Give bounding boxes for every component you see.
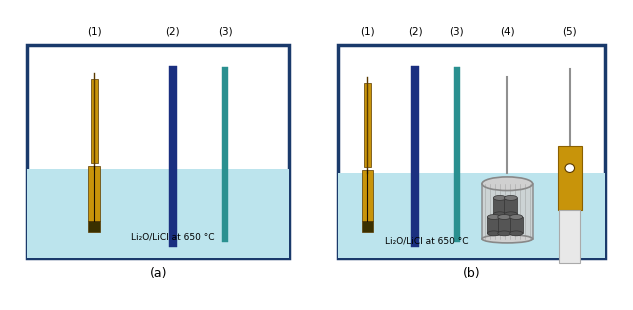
- Ellipse shape: [505, 212, 517, 217]
- Bar: [558, 145, 582, 210]
- Bar: [361, 170, 373, 221]
- Bar: [364, 83, 371, 167]
- Ellipse shape: [487, 215, 501, 219]
- Bar: [411, 66, 419, 247]
- Bar: [89, 221, 100, 232]
- Ellipse shape: [505, 195, 517, 200]
- Bar: [91, 78, 97, 163]
- Text: Li₂O/LiCl at 650 °C: Li₂O/LiCl at 650 °C: [385, 237, 468, 246]
- Bar: [222, 67, 228, 241]
- Text: (1): (1): [360, 27, 375, 37]
- Circle shape: [565, 164, 575, 172]
- Bar: [361, 221, 373, 232]
- Bar: [510, 217, 523, 233]
- Ellipse shape: [510, 215, 523, 219]
- Text: (4): (4): [500, 27, 515, 37]
- Text: (3): (3): [449, 27, 464, 37]
- Bar: [27, 45, 289, 258]
- Ellipse shape: [498, 231, 511, 236]
- Ellipse shape: [498, 215, 511, 219]
- Bar: [89, 166, 100, 221]
- Text: (2): (2): [165, 27, 180, 37]
- Text: (2): (2): [408, 27, 422, 37]
- Text: (3): (3): [218, 27, 232, 37]
- Bar: [338, 173, 605, 258]
- Bar: [487, 217, 501, 233]
- Text: Li₂O/LiCl at 650 °C: Li₂O/LiCl at 650 °C: [131, 232, 215, 241]
- Ellipse shape: [482, 235, 532, 243]
- Text: (a): (a): [149, 267, 167, 280]
- Bar: [482, 184, 532, 239]
- Bar: [493, 198, 506, 214]
- Bar: [560, 210, 580, 263]
- Bar: [498, 217, 511, 233]
- Bar: [169, 66, 177, 247]
- Bar: [338, 45, 605, 258]
- Ellipse shape: [487, 231, 501, 236]
- Bar: [454, 67, 460, 241]
- Ellipse shape: [482, 177, 532, 191]
- Ellipse shape: [493, 195, 506, 200]
- Bar: [27, 169, 289, 258]
- Ellipse shape: [493, 212, 506, 217]
- Text: (5): (5): [563, 27, 577, 37]
- Ellipse shape: [510, 231, 523, 236]
- Text: (b): (b): [463, 267, 480, 280]
- Text: (1): (1): [87, 27, 101, 37]
- Bar: [505, 198, 517, 214]
